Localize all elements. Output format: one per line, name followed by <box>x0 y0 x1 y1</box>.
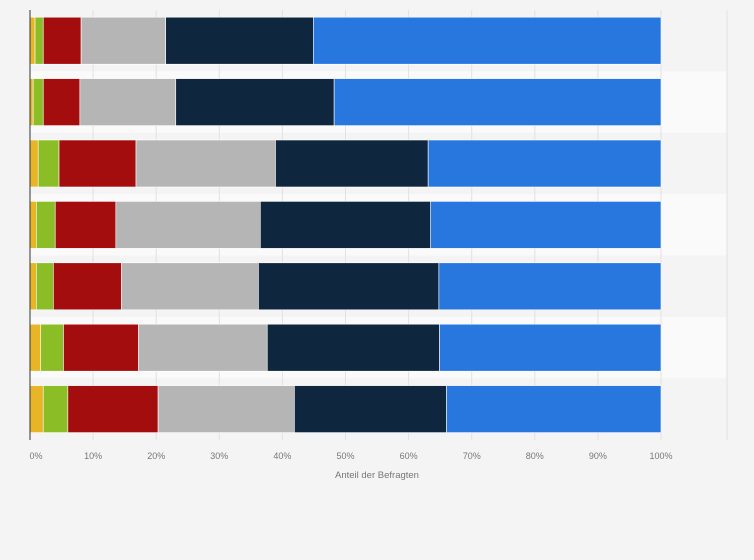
bar-segment <box>36 201 56 249</box>
bar-segment <box>427 139 662 188</box>
bar-segment <box>63 323 139 372</box>
x-tick-label: 10% <box>84 451 102 461</box>
bar-segment <box>29 323 42 372</box>
bar-segment <box>333 78 662 126</box>
bar-segment <box>266 323 440 372</box>
bar-segment <box>40 323 64 372</box>
bar-segment <box>175 78 335 126</box>
bar-segment <box>275 139 429 188</box>
x-tick-label: 30% <box>210 451 228 461</box>
bar-segment <box>80 16 166 65</box>
bar-segment <box>54 201 117 249</box>
bar-segment <box>58 139 137 188</box>
x-tick-label: 50% <box>336 451 354 461</box>
bar-segment <box>115 201 261 249</box>
x-tick-label: 70% <box>463 451 481 461</box>
bar-segment <box>42 78 81 126</box>
bar-segment <box>430 201 662 249</box>
bar-segment <box>29 262 37 311</box>
bar-segment <box>53 262 122 311</box>
bar-segment <box>32 78 44 126</box>
bar-segment <box>42 16 82 65</box>
x-tick-label: 60% <box>400 451 418 461</box>
bar-segment <box>313 16 662 65</box>
bar-segment <box>258 262 440 311</box>
bar-segment <box>138 323 268 372</box>
bar-segment <box>157 385 295 433</box>
bar-segment <box>29 201 37 249</box>
bar-segment <box>260 201 431 249</box>
bars <box>29 16 662 433</box>
x-tick-label: 0% <box>29 451 42 461</box>
x-tick-label: 90% <box>589 451 607 461</box>
bar-segment <box>29 16 36 65</box>
bar-segment <box>29 385 44 433</box>
bar-segment <box>34 16 44 65</box>
bar-segment <box>446 385 662 433</box>
bar-segment <box>42 385 69 433</box>
bar-segment <box>37 139 60 188</box>
bar-segment <box>36 262 54 311</box>
bar-segment <box>438 262 662 311</box>
bar-segment <box>121 262 259 311</box>
x-tick-label: 40% <box>273 451 291 461</box>
x-tick-label: 20% <box>147 451 165 461</box>
x-axis-ticks: 0% 10% 20% 30% 40% 50% 60% 70% 80% 90% 100% <box>29 451 672 461</box>
x-tick-label: 100% <box>649 451 672 461</box>
bar-segment <box>294 385 447 433</box>
x-tick-label: 80% <box>526 451 544 461</box>
bar-segment <box>165 16 314 65</box>
x-axis-title: Anteil der Befragten <box>335 470 419 481</box>
bar-segment <box>135 139 276 188</box>
bar-segment <box>439 323 662 372</box>
bar-segment <box>67 385 159 433</box>
bar-segment <box>79 78 177 126</box>
bar-segment <box>29 139 39 188</box>
